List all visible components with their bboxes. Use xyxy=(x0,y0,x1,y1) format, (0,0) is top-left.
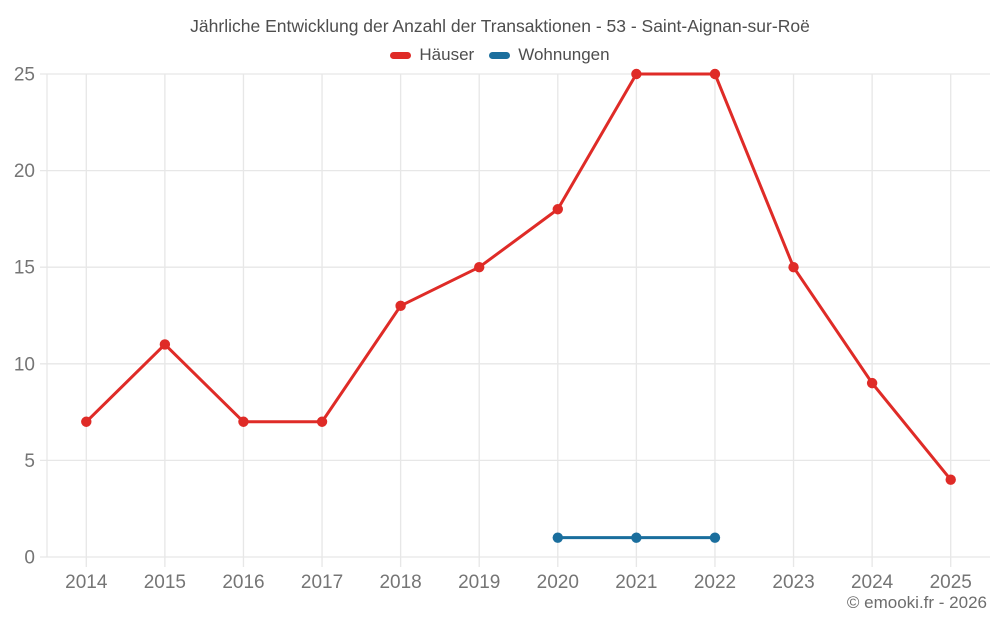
x-axis-tick-label: 2022 xyxy=(694,572,736,593)
y-axis-tick-label: 20 xyxy=(14,161,35,182)
x-axis-tick-label: 2014 xyxy=(65,572,108,593)
y-axis-tick-label: 0 xyxy=(24,548,35,569)
x-axis-tick-label: 2020 xyxy=(537,572,579,593)
legend: Häuser Wohnungen xyxy=(0,45,1000,65)
x-axis-tick-label: 2023 xyxy=(772,572,814,593)
y-axis-tick-label: 15 xyxy=(14,258,35,279)
x-axis-tick-label: 2018 xyxy=(379,572,421,593)
x-axis-tick-label: 2016 xyxy=(222,572,264,593)
legend-label: Häuser xyxy=(419,45,475,64)
x-axis-tick-label: 2017 xyxy=(301,572,343,593)
hauser-line xyxy=(84,72,953,482)
hauser-data-point xyxy=(159,339,171,350)
wohnungen-data-point xyxy=(552,532,563,543)
legend-item-wohnungen[interactable]: Wohnungen xyxy=(489,45,610,65)
x-axis-tick-label: 2021 xyxy=(615,572,657,593)
x-axis-tick-label: 2019 xyxy=(458,572,500,593)
hauser-data-point xyxy=(316,416,328,427)
y-axis-tick-label: 25 xyxy=(14,65,35,86)
x-axis-tick-label: 2024 xyxy=(851,572,894,593)
y-axis-tick-label: 5 xyxy=(24,451,35,472)
hauser-data-point xyxy=(474,262,485,273)
legend-item-hauser[interactable]: Häuser xyxy=(390,45,474,65)
hauser-data-point xyxy=(866,377,878,389)
wohnungen-data-point xyxy=(631,532,642,543)
x-axis-tick-label: 2025 xyxy=(930,572,972,593)
hauser-data-point xyxy=(238,416,249,427)
legend-label: Wohnungen xyxy=(518,45,610,64)
hauser-data-point xyxy=(631,68,642,80)
hauser-data-point xyxy=(81,416,92,427)
y-axis-tick-label: 10 xyxy=(14,354,35,375)
hauser-legend-swatch-icon xyxy=(390,51,412,59)
hauser-data-point xyxy=(788,262,799,273)
hauser-data-point xyxy=(709,68,721,80)
x-axis-tick-label: 2015 xyxy=(144,572,186,593)
wohnungen-legend-swatch-icon xyxy=(489,51,511,59)
wohnungen-data-point xyxy=(709,532,721,543)
copyright-text: © emooki.fr - 2026 xyxy=(846,593,987,612)
hauser-data-point xyxy=(395,300,406,312)
chart-title: Jährliche Entwicklung der Anzahl der Tra… xyxy=(190,16,810,36)
hauser-data-point xyxy=(552,204,563,215)
hauser-data-point xyxy=(945,474,956,485)
